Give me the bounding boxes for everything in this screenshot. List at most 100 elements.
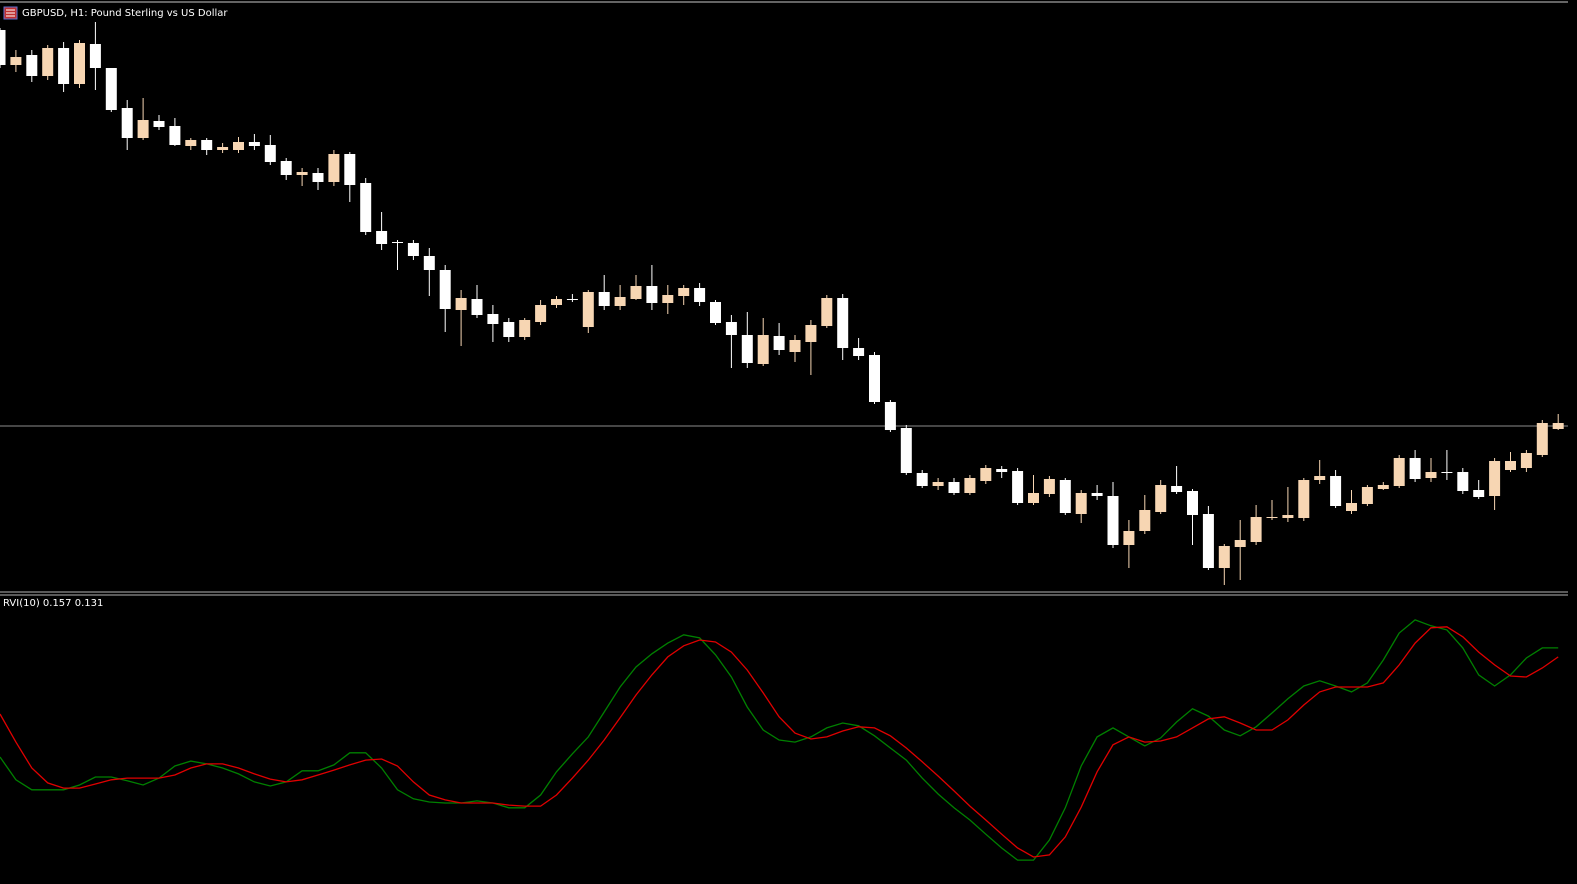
candle-body bbox=[10, 57, 22, 65]
candle-body bbox=[519, 320, 531, 337]
candle-body bbox=[884, 402, 896, 430]
candle-body bbox=[185, 140, 197, 146]
candle-body bbox=[869, 355, 880, 402]
candle-body bbox=[1393, 458, 1405, 486]
candle-body bbox=[233, 142, 244, 150]
candle-body bbox=[1298, 480, 1310, 518]
candle-body bbox=[137, 120, 149, 138]
candle-body bbox=[1043, 479, 1055, 494]
candle-body bbox=[1012, 471, 1024, 503]
candle-body bbox=[773, 336, 785, 350]
candle-body bbox=[42, 48, 54, 76]
candle-body bbox=[948, 482, 960, 493]
candle-body bbox=[26, 55, 38, 76]
candle-body bbox=[757, 335, 769, 364]
candle-body bbox=[1473, 490, 1485, 497]
candle-body bbox=[439, 270, 451, 309]
candle-body bbox=[1139, 510, 1151, 531]
candle-body bbox=[1425, 472, 1437, 478]
candle-body bbox=[248, 142, 260, 146]
candle-body bbox=[678, 288, 690, 296]
candle-body bbox=[805, 325, 817, 342]
candle-body bbox=[1409, 458, 1421, 479]
candle-body bbox=[900, 428, 912, 473]
candle-body bbox=[1202, 514, 1214, 568]
symbol-icon bbox=[3, 6, 18, 20]
candle-body bbox=[1536, 423, 1548, 455]
candle-body bbox=[1028, 493, 1039, 503]
chart-title: GBPUSD, H1: Pound Sterling vs US Dollar bbox=[22, 8, 228, 19]
candle-body bbox=[932, 482, 944, 486]
candle-body bbox=[344, 154, 356, 185]
candle-body bbox=[153, 121, 165, 127]
candle-body bbox=[1282, 515, 1294, 518]
candle-body bbox=[1346, 503, 1357, 511]
candle-body bbox=[1234, 540, 1246, 547]
candle-body bbox=[1330, 476, 1342, 506]
candle-body bbox=[201, 140, 213, 150]
candle-body bbox=[551, 299, 562, 305]
candle-body bbox=[105, 68, 117, 110]
candle-body bbox=[1441, 472, 1453, 473]
candle-body bbox=[566, 299, 578, 300]
candle-body bbox=[1059, 480, 1071, 513]
candle-body bbox=[360, 183, 372, 232]
candle-body bbox=[0, 30, 6, 65]
candle-body bbox=[630, 286, 642, 299]
candle-body bbox=[1218, 546, 1230, 568]
candle-body bbox=[598, 292, 610, 306]
candle-body bbox=[89, 44, 101, 68]
candle-body bbox=[535, 305, 547, 322]
candle-body bbox=[662, 295, 674, 303]
candle-body bbox=[1075, 493, 1087, 514]
candle-body bbox=[312, 173, 324, 182]
candle-body bbox=[725, 322, 737, 335]
candle-body bbox=[1091, 493, 1103, 496]
candle-body bbox=[710, 302, 721, 323]
candle-body bbox=[1123, 531, 1135, 545]
candle-body bbox=[407, 243, 419, 256]
candle-body bbox=[821, 298, 833, 326]
candle-body bbox=[614, 297, 626, 306]
candle-body bbox=[916, 473, 928, 486]
candle-body bbox=[503, 322, 515, 337]
candle-body bbox=[1489, 461, 1501, 496]
candle-body bbox=[694, 288, 706, 302]
candle-body bbox=[1457, 472, 1469, 491]
candle-body bbox=[280, 161, 292, 175]
indicator-label: RVI(10) 0.157 0.131 bbox=[3, 598, 103, 609]
rvi-line bbox=[0, 626, 1559, 858]
candle-body bbox=[487, 314, 499, 324]
candle-body bbox=[980, 468, 992, 481]
rvi-line bbox=[0, 619, 1559, 861]
candle-body bbox=[74, 43, 85, 84]
candle-body bbox=[1155, 485, 1167, 512]
candle-body bbox=[582, 292, 594, 327]
candle-body bbox=[1361, 487, 1373, 504]
candle-body bbox=[423, 256, 435, 270]
candle-body bbox=[296, 172, 308, 175]
candle-body bbox=[1505, 461, 1516, 470]
candle-body bbox=[741, 335, 753, 363]
candle-body bbox=[1250, 517, 1262, 542]
candle-body bbox=[1187, 491, 1198, 515]
candle-body bbox=[392, 242, 403, 243]
candle-body bbox=[264, 145, 276, 162]
candle-body bbox=[1520, 453, 1532, 468]
candle-body bbox=[996, 469, 1008, 472]
candle-body bbox=[1107, 496, 1119, 545]
candle-body bbox=[169, 126, 181, 145]
candle-body bbox=[1171, 486, 1183, 492]
candle-body bbox=[471, 299, 483, 315]
candle-body bbox=[646, 286, 658, 303]
candle-body bbox=[217, 147, 229, 150]
candle-body bbox=[328, 154, 340, 182]
candle-body bbox=[121, 108, 133, 138]
candle-body bbox=[789, 340, 801, 352]
candle-body bbox=[58, 48, 70, 84]
candle-body bbox=[853, 348, 865, 356]
candle-body bbox=[376, 231, 388, 244]
candle-body bbox=[1377, 485, 1389, 489]
